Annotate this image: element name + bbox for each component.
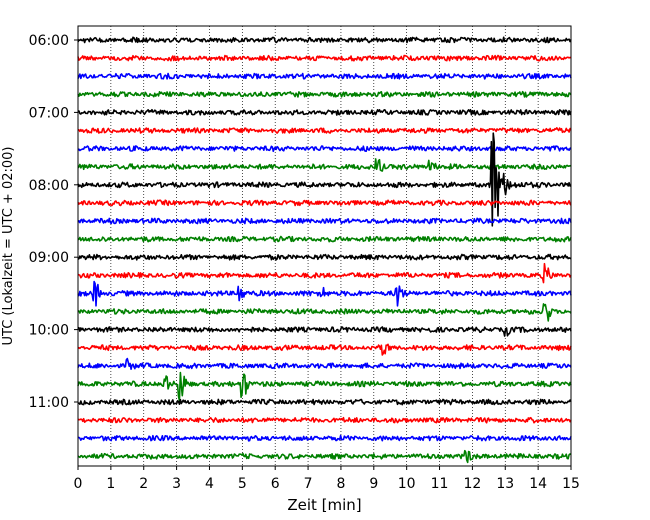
y-tick-label: 09:00 bbox=[29, 250, 69, 266]
plot-frame bbox=[77, 25, 572, 467]
x-tick-label: 4 bbox=[205, 476, 214, 492]
x-tick-label: 6 bbox=[271, 476, 280, 492]
traces bbox=[77, 36, 572, 464]
seismic-trace bbox=[77, 357, 572, 371]
seismic-trace bbox=[77, 54, 572, 62]
seismic-trace bbox=[77, 416, 572, 424]
seismic-trace bbox=[77, 158, 572, 172]
x-tick-label: 11 bbox=[431, 476, 449, 492]
seismic-trace bbox=[77, 132, 572, 227]
x-tick-label: 2 bbox=[139, 476, 148, 492]
y-axis: 06:00 07:00 08:00 09:00 10:00 11:00 bbox=[29, 33, 78, 411]
x-tick-label: 3 bbox=[172, 476, 181, 492]
seismic-trace bbox=[77, 280, 572, 307]
seismic-trace bbox=[77, 90, 572, 98]
seismic-trace bbox=[77, 36, 572, 44]
x-tick-label: 5 bbox=[238, 476, 247, 492]
seismic-trace bbox=[77, 326, 572, 337]
x-axis-label: Zeit [min] bbox=[287, 496, 361, 514]
x-tick-label: 14 bbox=[529, 476, 547, 492]
y-tick-label: 06:00 bbox=[29, 33, 69, 49]
seismic-trace bbox=[77, 108, 572, 116]
seismic-trace bbox=[77, 434, 572, 442]
x-tick-label: 0 bbox=[74, 476, 83, 492]
y-axis-label: UTC (Lokalzeit = UTC + 02:00) bbox=[1, 147, 16, 346]
y-tick-label: 10:00 bbox=[29, 323, 69, 339]
x-tick-label: 12 bbox=[463, 476, 481, 492]
x-tick-label: 10 bbox=[398, 476, 416, 492]
x-tick-label: 9 bbox=[369, 476, 378, 492]
x-tick-label: 13 bbox=[496, 476, 514, 492]
seismic-trace bbox=[77, 145, 572, 153]
y-tick-label: 07:00 bbox=[29, 105, 69, 121]
seismic-trace bbox=[77, 371, 572, 402]
seismic-trace bbox=[77, 217, 572, 225]
x-axis: 0 1 2 3 4 5 6 7 8 9 10 11 12 13 14 15 bbox=[74, 466, 580, 492]
x-tick-label: 1 bbox=[106, 476, 115, 492]
seismic-trace bbox=[77, 199, 572, 207]
seismic-trace bbox=[77, 449, 572, 464]
y-tick-label: 08:00 bbox=[29, 178, 69, 194]
seismic-trace bbox=[77, 398, 572, 406]
y-tick-label: 11:00 bbox=[29, 395, 69, 411]
x-tick-label: 8 bbox=[336, 476, 345, 492]
x-tick-label: 7 bbox=[304, 476, 313, 492]
seismic-trace bbox=[77, 72, 572, 80]
seismic-trace bbox=[77, 253, 572, 261]
seismic-trace bbox=[77, 127, 572, 134]
seismic-trace bbox=[77, 343, 572, 356]
seismic-trace bbox=[77, 303, 572, 322]
x-tick-label: 15 bbox=[562, 476, 580, 492]
seismic-trace bbox=[77, 235, 572, 243]
seismic-trace bbox=[77, 262, 572, 284]
